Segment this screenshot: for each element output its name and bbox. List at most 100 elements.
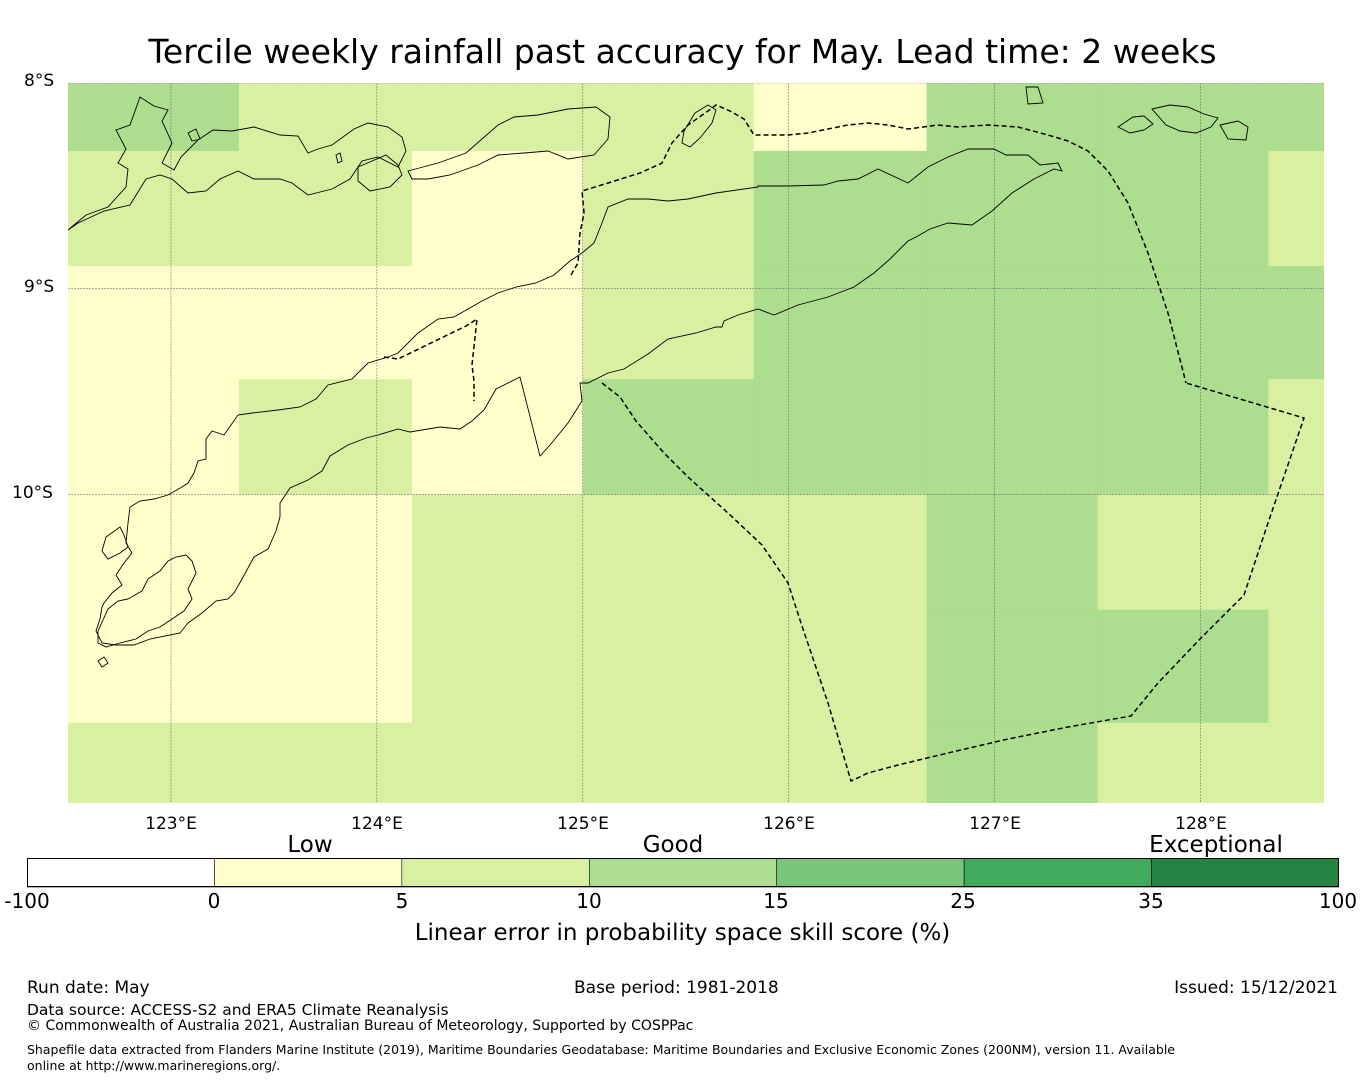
copyright: © Commonwealth of Australia 2021, Austra… (27, 1018, 694, 1034)
cb-tick-25: 25 (950, 889, 976, 913)
skill-cell (68, 722, 240, 803)
skill-cell (582, 379, 755, 495)
map-title: Tercile weekly rainfall past accuracy fo… (148, 32, 1217, 71)
atauro-coast (681, 104, 717, 148)
cb-tick-0: 0 (207, 889, 221, 913)
eez-boundaries (383, 104, 1305, 783)
colorbar-segment (588, 858, 778, 888)
lon-label-123e: 123°E (145, 814, 197, 834)
skill-cell (582, 609, 755, 724)
skill-cell (753, 609, 928, 724)
cb-tick-35: 35 (1138, 889, 1164, 913)
skill-cell (1097, 150, 1269, 267)
skill-cell (1097, 83, 1269, 152)
skill-cell (238, 379, 413, 495)
skill-cell (68, 379, 240, 495)
lon-label-127e: 127°E (969, 814, 1021, 834)
skill-cell (582, 266, 755, 380)
timor-leste-boundary-north (570, 104, 1187, 384)
skill-cell (926, 150, 1099, 267)
skill-cell (238, 266, 413, 380)
skill-cell (1268, 83, 1324, 152)
lon-label-125e: 125°E (557, 814, 609, 834)
colorbar-segment (776, 858, 965, 888)
skill-cell (1097, 722, 1269, 803)
skill-cell (411, 609, 584, 724)
skill-cell (411, 379, 584, 495)
skill-cell (1268, 609, 1324, 724)
wetar-east-islets (1025, 86, 1249, 141)
category-exceptional: Exceptional (1149, 832, 1283, 858)
cb-tick-10: 10 (576, 889, 602, 913)
colorbar-segment (214, 858, 403, 888)
run-date: Run date: May (27, 978, 150, 998)
skill-cell (411, 266, 584, 380)
skill-cell (926, 609, 1099, 724)
skill-cell (68, 609, 240, 724)
coastlines (68, 86, 1249, 668)
skill-cell (411, 83, 584, 152)
skill-cell (582, 83, 755, 152)
skill-cell (238, 150, 413, 267)
skill-cell (926, 83, 1099, 152)
skill-cell (1268, 379, 1324, 495)
alor-coast (357, 154, 403, 192)
skill-cell (238, 494, 413, 611)
skill-cell (68, 494, 240, 611)
lat-label-8s: 8°S (24, 71, 55, 91)
colorbar (27, 858, 1339, 888)
skill-cell (753, 150, 928, 267)
shapefile-credit: Shapefile data extracted from Flanders M… (27, 1042, 1175, 1073)
skill-cell (238, 609, 413, 724)
skill-cell (238, 722, 413, 803)
map-panel (68, 83, 1324, 803)
skill-cell (1097, 379, 1269, 495)
skill-cell (753, 722, 928, 803)
colorbar-segments (27, 858, 1339, 888)
skill-cell (753, 266, 928, 380)
skill-cell (1097, 266, 1269, 380)
timor-leste-eez-south (601, 382, 1305, 783)
base-period: Base period: 1981-2018 (574, 978, 779, 998)
colorbar-title: Linear error in probability space skill … (414, 920, 951, 946)
skill-cell (1268, 494, 1324, 611)
skill-cell (926, 379, 1099, 495)
data-source: Data source: ACCESS-S2 and ERA5 Climate … (27, 1001, 449, 1019)
skill-cell (1268, 150, 1324, 267)
lat-label-10s: 10°S (12, 483, 53, 503)
skill-cell (68, 83, 240, 152)
skill-cell (753, 379, 928, 495)
colorbar-segment (27, 858, 215, 888)
skill-cell (411, 494, 584, 611)
lon-label-128e: 128°E (1175, 814, 1227, 834)
skill-cell (411, 150, 584, 267)
issued-date: Issued: 15/12/2021 (1174, 978, 1338, 998)
skill-cell (411, 722, 584, 803)
cb-tick-5: 5 (395, 889, 409, 913)
rote-coast (97, 554, 197, 648)
colorbar-segment (1151, 858, 1339, 888)
wetar-coast (407, 106, 611, 180)
colorbar-outline (27, 858, 1339, 887)
skill-cell (68, 150, 240, 267)
small-islets-nw (187, 128, 343, 164)
category-low: Low (287, 832, 333, 858)
skill-cell (582, 150, 755, 267)
ndao-coast (97, 656, 109, 668)
colorbar-segment (963, 858, 1152, 888)
skill-cell (238, 83, 413, 152)
lon-label-126e: 126°E (763, 814, 815, 834)
skill-cell (926, 494, 1099, 611)
cb-tick-100: 100 (1318, 889, 1358, 913)
skill-cell (926, 722, 1099, 803)
colorbar-segment (401, 858, 590, 888)
skill-cell (68, 266, 240, 380)
skill-cell (1097, 609, 1269, 724)
lon-label-124e: 124°E (351, 814, 403, 834)
skill-grid (68, 83, 1324, 803)
category-good: Good (642, 832, 704, 858)
flores-alor-coast (68, 96, 407, 231)
skill-cell (926, 266, 1099, 380)
skill-cell (582, 494, 755, 611)
skill-cell (582, 722, 755, 803)
